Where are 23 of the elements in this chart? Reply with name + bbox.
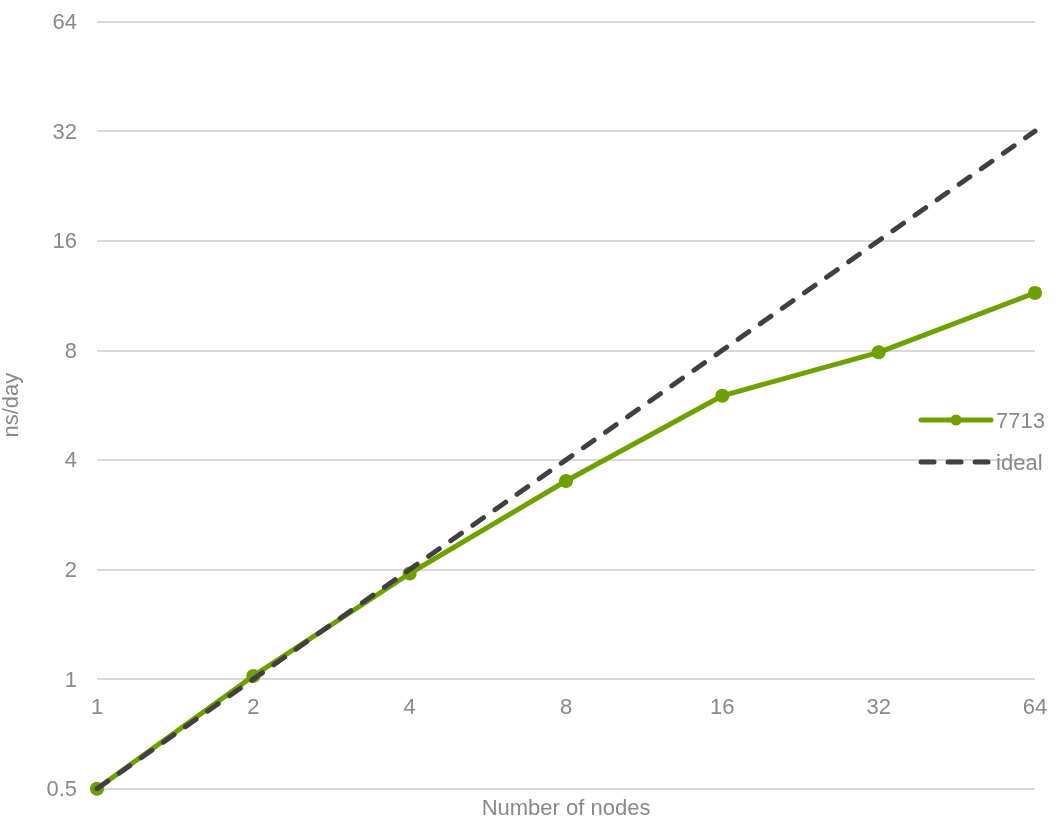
y-tick-label: 64 xyxy=(52,9,77,34)
x-tick-label: 32 xyxy=(866,693,891,719)
y-tick-label: 16 xyxy=(52,228,77,254)
y-tick-label: 0.5 xyxy=(46,776,77,802)
x-tick-label: 16 xyxy=(710,693,735,719)
x-tick-label: 1 xyxy=(90,693,104,719)
x-tick-label: 8 xyxy=(559,693,573,719)
x-tick-label: 64 xyxy=(1022,693,1048,719)
point xyxy=(559,474,573,489)
y-tick-label: 4 xyxy=(64,447,77,473)
y-tick-label: 8 xyxy=(64,337,77,363)
x-tick-label: 2 xyxy=(247,693,260,719)
x-axis-title: Number of nodes xyxy=(481,795,651,820)
legend-label: 7713 xyxy=(996,407,1046,433)
point xyxy=(1028,285,1042,300)
point xyxy=(871,345,886,360)
y-tick-label: 32 xyxy=(52,118,77,144)
point xyxy=(715,388,730,403)
legend-label: ideal xyxy=(996,449,1043,475)
y-tick-label: 1 xyxy=(64,666,77,692)
y-tick-label: 2 xyxy=(64,557,77,582)
x-tick-label: 4 xyxy=(403,693,416,719)
y-axis-title: ns/day xyxy=(0,372,23,438)
